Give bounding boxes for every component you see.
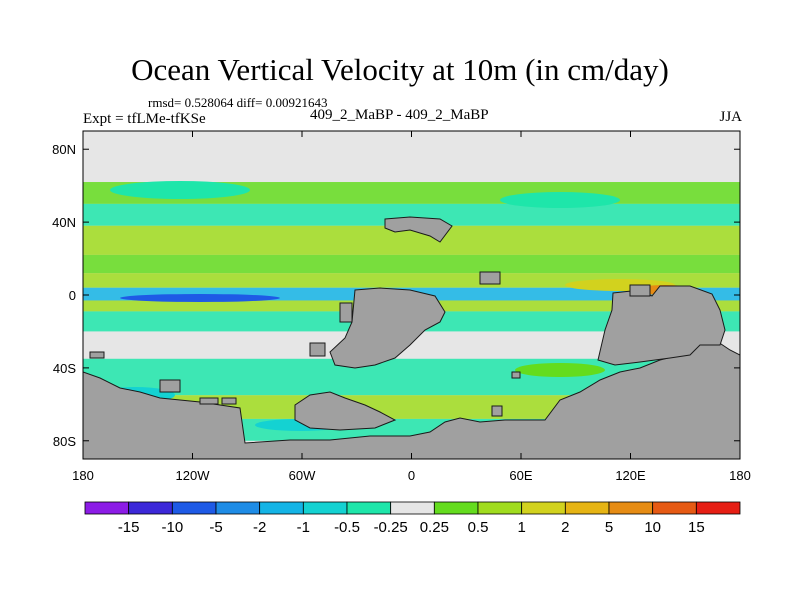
island-patch-7	[89, 351, 105, 359]
velocity-band-2	[83, 203, 740, 226]
chart-title: Ocean Vertical Velocity at 10m (in cm/da…	[131, 52, 669, 87]
colorbar-label-11: 5	[605, 519, 613, 536]
indonesia-land	[629, 284, 651, 297]
colorbar-label-9: 1	[517, 519, 525, 536]
colorbar-swatch-3	[215, 501, 261, 515]
patch-north-asia	[500, 192, 620, 208]
colorbar-swatch-1	[128, 501, 173, 515]
island-patch-4	[159, 379, 181, 393]
colorbar-swatch-13	[652, 501, 697, 515]
australia-land	[597, 285, 726, 366]
x-tick-label-2: 60W	[289, 468, 316, 483]
colorbar-label-6: -0.25	[374, 519, 408, 536]
x-tick-label-1: 120W	[176, 468, 211, 483]
island-patch-1	[309, 342, 326, 357]
colorbar: -15 -10 -5 -2 -1 -0.5 -0.25 0.25 0.5 1 2 5 10 15	[84, 501, 741, 536]
land-masses	[83, 216, 740, 459]
x-tick-label-5: 120E	[615, 468, 646, 483]
colorbar-label-7: 0.25	[420, 519, 449, 536]
colorbar-label-8: 0.5	[468, 519, 489, 536]
x-tick-label-4: 60E	[509, 468, 532, 483]
y-tick-label-0: 80N	[52, 142, 76, 157]
colorbar-swatch-4	[259, 501, 304, 515]
colorbar-swatch-7	[390, 501, 435, 515]
colorbar-swatch-9	[477, 501, 523, 515]
x-tick-label-6: 180	[729, 468, 751, 483]
colorbar-label-4: -1	[297, 519, 310, 536]
south-america-land	[329, 287, 446, 369]
colorbar-label-10: 2	[561, 519, 569, 536]
island-patch-2	[339, 302, 353, 323]
island-patch-3	[479, 271, 501, 285]
velocity-band-0	[83, 152, 740, 183]
colorbar-swatch-8	[433, 501, 479, 515]
patch-equator-cold	[120, 294, 280, 302]
colorbar-label-12: 10	[644, 519, 661, 536]
season-label: JJA	[719, 109, 742, 125]
y-tick-label-3: 40S	[53, 361, 76, 376]
colorbar-swatch-5	[302, 501, 348, 515]
colorbar-swatch-0	[84, 501, 130, 515]
colorbar-label-5: -0.5	[334, 519, 360, 536]
island-patch-5	[199, 397, 219, 405]
island-patch-8	[491, 405, 503, 417]
colorbar-swatch-12	[608, 501, 654, 515]
y-tick-label-4: 80S	[53, 434, 76, 449]
island-patch-9	[511, 371, 521, 379]
colorbar-swatch-14	[695, 501, 741, 515]
colorbar-label-3: -2	[253, 519, 266, 536]
y-tick-label-2: 0	[69, 288, 76, 303]
colorbar-label-13: 15	[688, 519, 705, 536]
axis-ticks: 180 120W 60W 0 60E 120E 180 80N 40N 0 40S 80S	[52, 131, 751, 483]
experiment-label: Expt = tfLMe-tfKSe	[83, 111, 206, 127]
velocity-band-4	[83, 254, 740, 274]
weddell-land	[294, 391, 397, 431]
stats-label: rmsd= 0.528064 diff= 0.00921643	[148, 95, 328, 110]
patch-south-indian	[515, 363, 605, 377]
island-patch-6	[221, 397, 237, 405]
colorbar-swatch-11	[564, 501, 610, 515]
colorbar-swatch-6	[346, 501, 392, 515]
patch-north-pacific	[110, 181, 250, 199]
colorbar-swatch-10	[521, 501, 566, 515]
colorbar-label-2: -5	[209, 519, 222, 536]
case-label: 409_2_MaBP - 409_2_MaBP	[310, 107, 489, 123]
y-tick-label-1: 40N	[52, 215, 76, 230]
colorbar-label-0: -15	[118, 519, 140, 536]
north-block-land	[384, 216, 453, 243]
colorbar-label-1: -10	[161, 519, 183, 536]
velocity-bands	[83, 152, 740, 441]
x-tick-label-0: 180	[72, 468, 94, 483]
x-tick-label-3: 0	[408, 468, 415, 483]
colorbar-swatch-2	[171, 501, 217, 515]
